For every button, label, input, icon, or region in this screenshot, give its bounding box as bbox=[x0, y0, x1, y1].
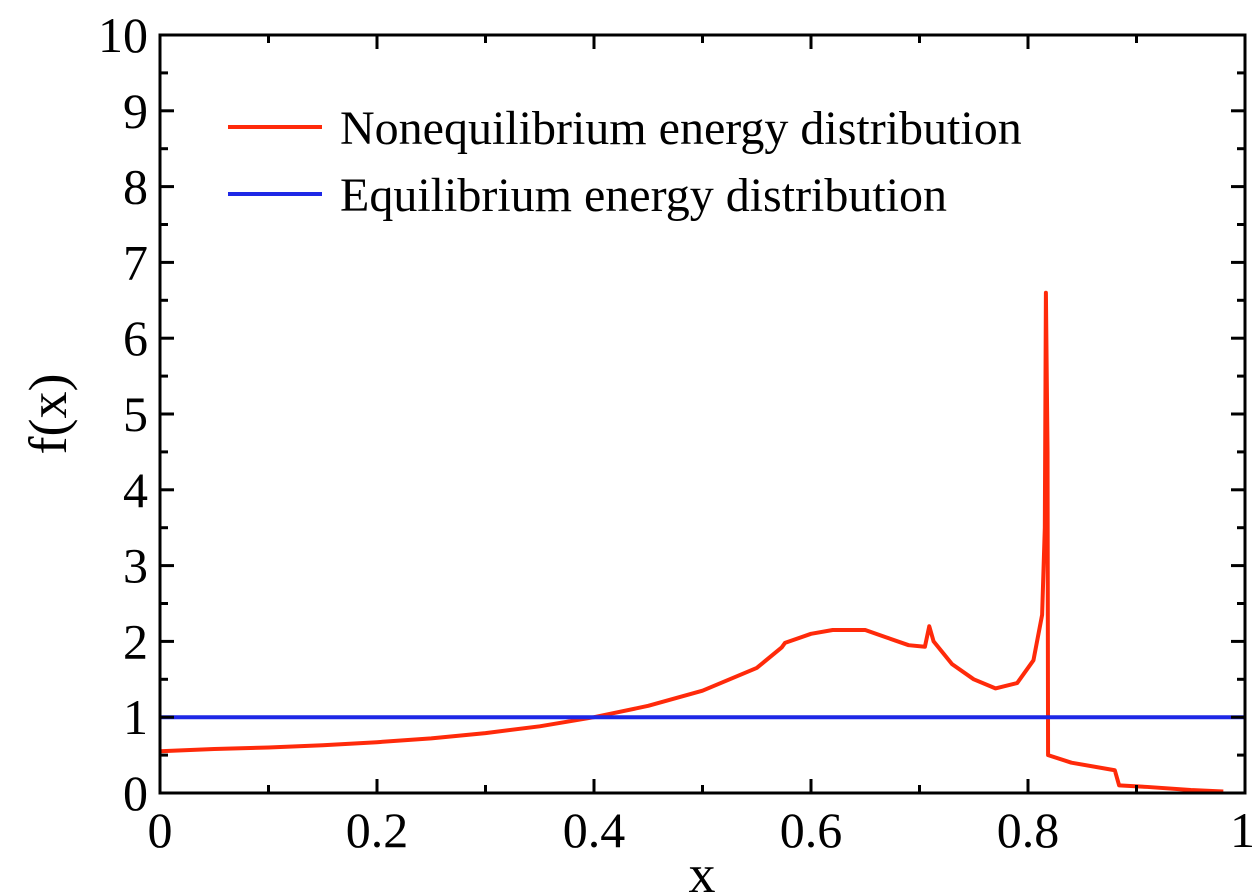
y-tick-label: 7 bbox=[123, 234, 148, 290]
y-axis-title: f(x) bbox=[18, 374, 78, 455]
x-tick-label: 0.4 bbox=[563, 802, 626, 858]
y-tick-label: 4 bbox=[123, 462, 148, 518]
x-tick-label: 0 bbox=[148, 802, 173, 858]
y-tick-label: 9 bbox=[123, 83, 148, 139]
x-tick-label: 0.6 bbox=[780, 802, 843, 858]
x-tick-label: 1 bbox=[1230, 802, 1255, 858]
x-axis-title: x bbox=[689, 844, 716, 896]
legend-label-1: Equilibrium energy distribution bbox=[340, 169, 947, 222]
series-layer bbox=[159, 290, 1245, 794]
y-tick-label: 8 bbox=[123, 159, 148, 215]
y-tick-label: 3 bbox=[123, 538, 148, 594]
series-line-0 bbox=[159, 290, 1224, 794]
y-tick-label: 0 bbox=[123, 765, 148, 821]
y-tick-label: 5 bbox=[123, 386, 148, 442]
legend: Nonequilibrium energy distribution Equili… bbox=[228, 102, 1022, 222]
y-tick-label: 6 bbox=[123, 310, 148, 366]
ticks-layer bbox=[158, 33, 1247, 795]
y-tick-label: 10 bbox=[98, 7, 148, 63]
x-tick-label: 0.2 bbox=[346, 802, 409, 858]
legend-label-0: Nonequilibrium energy distribution bbox=[340, 102, 1022, 155]
y-tick-label: 2 bbox=[123, 613, 148, 669]
y-tick-label: 1 bbox=[123, 689, 148, 745]
x-tick-label: 0.8 bbox=[997, 802, 1060, 858]
